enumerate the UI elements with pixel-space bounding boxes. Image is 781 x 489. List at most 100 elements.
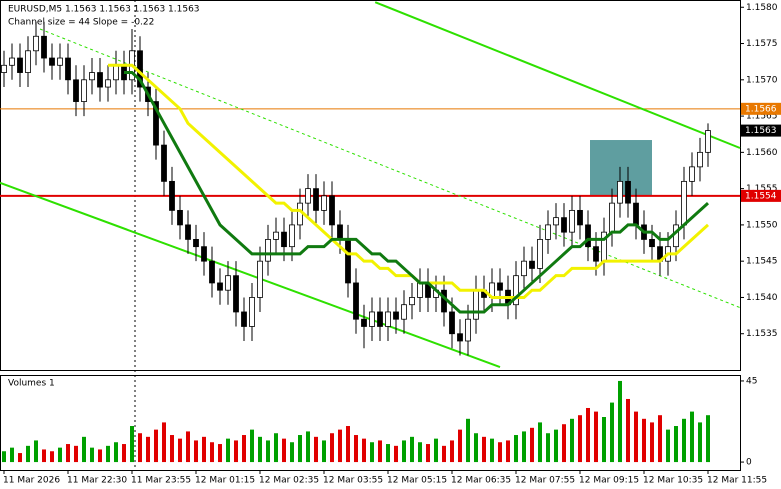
volume-bar <box>370 442 374 463</box>
level-label: 1.1566 <box>745 104 777 114</box>
volume-bar <box>2 451 6 463</box>
candle-body <box>577 209 583 226</box>
candle-body <box>441 289 447 313</box>
candle-body <box>273 231 279 240</box>
candle-body <box>417 282 423 298</box>
y-tick-label: 1.1540 <box>746 293 778 303</box>
y-tick-label: 1.1550 <box>746 220 778 230</box>
x-tick-label: 12 Mar 11:55 <box>707 476 767 486</box>
level-label: 1.1554 <box>745 191 777 201</box>
price-panel-frame <box>0 0 741 371</box>
candle-body <box>97 72 103 88</box>
trend-line <box>0 181 501 369</box>
candle-body <box>17 57 23 73</box>
volume-bar <box>666 429 670 463</box>
candle-body <box>393 311 399 320</box>
candle-body <box>633 202 639 226</box>
volume-bar <box>602 417 606 463</box>
candle-body <box>673 224 679 248</box>
candle-body <box>697 151 703 168</box>
volume-bar <box>650 422 654 463</box>
volume-bar <box>354 435 358 463</box>
candle-body <box>369 311 375 327</box>
volume-bar <box>402 440 406 463</box>
y-tick-label: 1.1565 <box>746 112 778 122</box>
candle-body <box>241 311 247 327</box>
volume-bar <box>266 440 270 463</box>
volume-bar <box>570 418 574 463</box>
volume-bar <box>314 436 318 463</box>
candle-body <box>617 180 623 204</box>
candle-body <box>209 260 215 284</box>
candle-body <box>81 79 87 102</box>
volume-title: Volumes 1 <box>8 379 55 389</box>
x-tick-label: 12 Mar 01:15 <box>195 476 255 486</box>
candle-body <box>33 35 39 52</box>
volume-bar <box>154 429 158 463</box>
candle-body <box>9 57 15 66</box>
candle-body <box>649 239 655 248</box>
candle-body <box>249 297 255 327</box>
volume-bar <box>562 424 566 463</box>
candle-body <box>265 239 271 262</box>
volume-bar <box>426 444 430 463</box>
volume-bar <box>290 442 294 463</box>
volume-bar <box>242 435 246 463</box>
x-tick-label: 11 Mar 22:30 <box>67 476 127 486</box>
candle-body <box>49 57 55 66</box>
volume-bar <box>586 407 590 463</box>
volume-bar <box>106 445 110 463</box>
volume-y-tick-label: 0 <box>746 458 752 468</box>
candle-body <box>681 180 687 226</box>
volume-bar <box>18 453 22 463</box>
volume-bar <box>434 438 438 463</box>
volume-bar <box>170 435 174 463</box>
volume-bar <box>202 436 206 463</box>
candle-body <box>377 311 383 327</box>
volume-bar <box>442 445 446 463</box>
volume-bar <box>594 411 598 463</box>
last-price-label: 1.1563 <box>745 126 777 136</box>
volume-bar <box>234 440 238 463</box>
candle-body <box>705 130 711 153</box>
volume-bar <box>250 429 254 463</box>
volume-bar <box>706 415 710 463</box>
volume-bar <box>490 438 494 463</box>
trend-line <box>374 1 741 149</box>
volume-bar <box>418 442 422 463</box>
volume-bar <box>642 418 646 463</box>
volume-bar <box>346 426 350 463</box>
candle-body <box>513 275 519 306</box>
x-tick-label: 11 Mar 23:55 <box>131 476 191 486</box>
moving-average <box>108 63 710 299</box>
volume-bar <box>466 418 470 463</box>
volume-bar <box>282 438 286 463</box>
candle-body <box>73 79 79 102</box>
volume-bar <box>554 429 558 463</box>
candle-body <box>529 260 535 269</box>
candle-body <box>289 224 295 248</box>
level-label-box <box>741 102 781 115</box>
volume-bar <box>66 444 70 463</box>
volume-bar <box>138 433 142 463</box>
volume-bar <box>146 436 150 463</box>
candle-body <box>297 202 303 226</box>
volume-bar <box>618 380 622 463</box>
candle-body <box>361 318 367 327</box>
candle-body <box>593 246 599 262</box>
x-tick-label: 12 Mar 06:35 <box>451 476 511 486</box>
volume-bar <box>58 447 62 463</box>
y-tick-label: 1.1535 <box>746 329 778 339</box>
volume-bar <box>610 402 614 463</box>
candle-body <box>353 282 359 320</box>
candle-body <box>585 224 591 248</box>
x-tick-label: 12 Mar 02:35 <box>259 476 319 486</box>
candle-body <box>609 202 615 233</box>
volume-bar <box>658 415 662 463</box>
volume-bar <box>674 426 678 463</box>
candle-body <box>177 209 183 226</box>
candle-body <box>385 311 391 327</box>
volume-bar <box>298 435 302 463</box>
candle-body <box>89 72 95 81</box>
chart-header: EURUSD,M5 1.1563 1.1563 1.1563 1.1563 <box>8 5 200 15</box>
